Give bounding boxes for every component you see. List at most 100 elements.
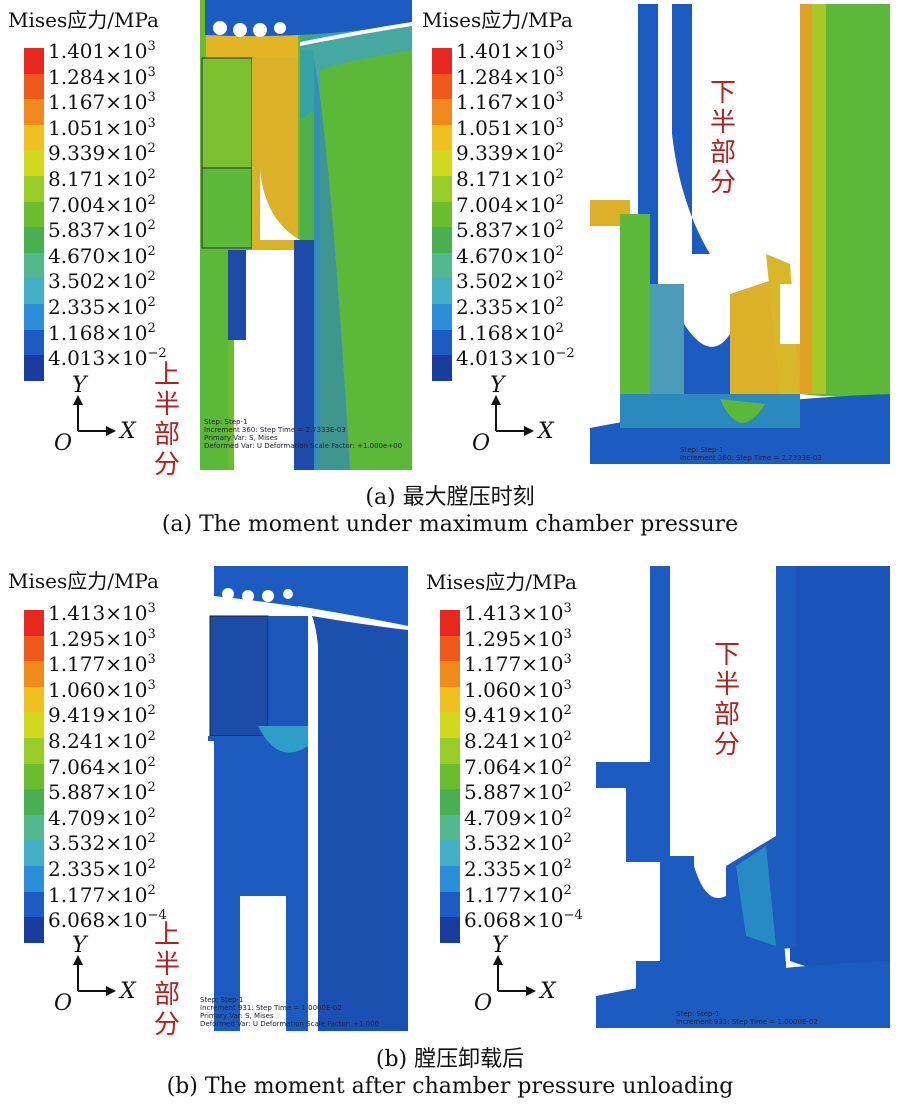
axis-y-label: Y xyxy=(72,933,87,958)
legend-swatch xyxy=(440,686,460,713)
legend-tick-label: 1.177×103 xyxy=(464,652,572,677)
legend-tick-label: 5.887×102 xyxy=(464,780,572,805)
legend-tick-label: 1.177×103 xyxy=(48,652,156,677)
legend-tick-label: 8.171×102 xyxy=(456,167,564,191)
legend-swatch xyxy=(24,304,44,331)
legend-title: Mises应力/MPa xyxy=(8,8,159,32)
legend-tick-label: 4.709×102 xyxy=(48,805,156,830)
legend-tick-label: 7.004×102 xyxy=(48,192,156,217)
legend-swatch xyxy=(432,176,452,203)
legend-swatch xyxy=(440,866,460,893)
fem-deformed-var-text: Deformed Var: U Deformation Scale Factor… xyxy=(204,442,402,450)
legend-swatch xyxy=(24,789,44,816)
legend-tick-label: 3.502×102 xyxy=(456,269,564,294)
legend-tick-label: 2.335×102 xyxy=(456,295,564,319)
legend-swatch xyxy=(440,635,460,662)
axis-origin-label: O xyxy=(472,431,491,456)
fem-contour-plot: Step: Step-1 Increment 931: Step Time = … xyxy=(198,566,408,1031)
legend-tick-label: 1.168×102 xyxy=(48,320,156,345)
legend-tick-label: 1.284×103 xyxy=(48,64,156,89)
legend-tick-label: 4.013×10−2 xyxy=(456,346,575,371)
legend-swatch xyxy=(24,355,44,382)
fem-increment-text: Increment 360: Step Time = 2.7333E-03 xyxy=(680,454,822,462)
axis-triad: Y X O xyxy=(474,933,564,1016)
legend-tick-label: 3.532×102 xyxy=(464,831,572,856)
legend-tick-label: 9.339×102 xyxy=(48,141,156,166)
legend-swatch xyxy=(24,738,44,765)
legend-tick-label: 1.284×103 xyxy=(456,64,564,89)
fem-contour-plot: Step: Step-1 Increment 931: Step Time = … xyxy=(596,566,890,1028)
legend-tick-label: 1.060×103 xyxy=(464,677,572,702)
legend-tick-label: 5.887×102 xyxy=(48,780,156,805)
fem-primary-var-text: Primary Var: S, Mises xyxy=(200,1012,274,1020)
legend-tick-label: 1.401×103 xyxy=(456,39,564,63)
legend-swatch xyxy=(432,355,452,382)
region-label-lower: 下半部分 xyxy=(713,640,740,760)
legend-swatch xyxy=(24,124,44,151)
fem-step-text: Step: Step-1 xyxy=(200,996,243,1004)
caption-a-en: (a) The moment under maximum chamber pre… xyxy=(161,512,739,537)
legend-tick-label: 8.171×102 xyxy=(48,167,156,191)
region-label-upper: 上半部分 xyxy=(153,360,180,480)
legend-tick-label: 1.167×103 xyxy=(456,90,564,115)
legend-tick-label: 6.068×10−4 xyxy=(464,908,583,933)
caption-b-cn: (b) 膛压卸载后 xyxy=(375,1047,525,1072)
fem-step-text: Step: Step-1 xyxy=(204,418,247,426)
legend-title: Mises应力/MPa xyxy=(426,570,577,594)
fem-step-text: Step: Step-1 xyxy=(676,1010,719,1018)
legend-swatch xyxy=(432,73,452,100)
axis-origin-label: O xyxy=(54,991,73,1016)
legend-swatch xyxy=(24,610,44,637)
legend-swatch xyxy=(432,124,452,151)
legend-title: Mises应力/MPa xyxy=(422,8,573,32)
legend-swatch xyxy=(432,150,452,177)
axis-triad: Y X O xyxy=(472,373,562,456)
axis-triad: Y X O xyxy=(54,373,144,456)
axis-x-label: X xyxy=(120,979,136,1004)
legend-swatch xyxy=(24,176,44,203)
legend-swatch xyxy=(432,48,452,75)
legend-swatch xyxy=(432,227,452,254)
fem-contour-plot: Step: Step-1 Increment 360: Step Time = … xyxy=(590,4,890,464)
legend-tick-label: 2.335×102 xyxy=(464,857,572,881)
legend-tick-label: 1.051×103 xyxy=(456,115,564,140)
legend-tick-label: 7.004×102 xyxy=(456,192,564,217)
legend-tick-label: 4.670×102 xyxy=(48,243,156,268)
legend-tick-label: 8.241×102 xyxy=(464,729,572,753)
legend-swatch xyxy=(24,99,44,126)
legend-swatch xyxy=(24,686,44,713)
legend-tick-label: 3.532×102 xyxy=(48,831,156,856)
legend-tick-label: 7.064×102 xyxy=(48,754,156,779)
legend-tick-label: 2.335×102 xyxy=(48,857,156,881)
fem-increment-text: Increment 360: Step Time = 2.7333E-03 xyxy=(204,426,346,434)
legend-tick-label: 5.837×102 xyxy=(48,218,156,243)
legend-swatch xyxy=(24,763,44,790)
legend-tick-label: 1.168×102 xyxy=(456,320,564,345)
legend-swatch xyxy=(24,866,44,893)
legend-swatch xyxy=(432,304,452,331)
legend-swatch xyxy=(24,891,44,918)
legend-swatch xyxy=(440,891,460,918)
axis-triad: Y X O xyxy=(54,933,144,1016)
legend-swatch xyxy=(24,227,44,254)
legend-tick-label: 3.502×102 xyxy=(48,269,156,294)
legend-swatch xyxy=(24,661,44,688)
region-label-upper: 上半部分 xyxy=(153,920,180,1040)
legend-swatch xyxy=(432,201,452,228)
legend-swatch xyxy=(24,201,44,228)
legend-tick-label: 1.177×102 xyxy=(48,882,156,907)
legend-tick-label: 4.013×10−2 xyxy=(48,346,167,371)
legend-swatch xyxy=(24,329,44,356)
legend-swatch xyxy=(440,840,460,867)
fem-primary-var-text: Primary Var: S, Mises xyxy=(204,434,278,442)
legend-swatch xyxy=(24,840,44,867)
legend-tick-label: 8.241×102 xyxy=(48,729,156,753)
legend-swatch xyxy=(24,917,44,944)
legend-swatch xyxy=(432,329,452,356)
legend-swatch xyxy=(440,917,460,944)
fem-deformed-var-text: Deformed Var: U Deformation Scale Factor… xyxy=(200,1020,379,1028)
legend-swatch xyxy=(24,252,44,279)
legend-tick-label: 9.419×102 xyxy=(48,703,156,728)
legend-tick-label: 1.167×103 xyxy=(48,90,156,115)
legend-swatch xyxy=(24,814,44,841)
